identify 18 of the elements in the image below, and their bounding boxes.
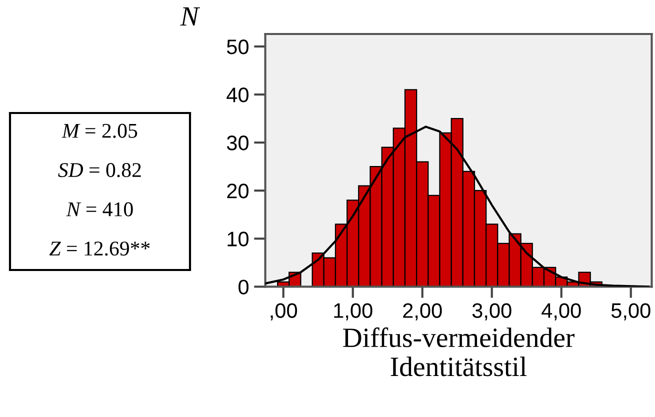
y-tick-label: 40 <box>226 88 248 102</box>
x-tick-label: 2,00 <box>403 303 442 320</box>
text: Z = 12.69** <box>49 242 150 256</box>
y-tick-label: 0 <box>238 280 248 294</box>
x-tick-label: 3,00 <box>472 303 512 320</box>
y-tick-label: 10 <box>228 232 248 246</box>
text: N = 410 <box>66 202 133 216</box>
x-tick-label: 4,00 <box>542 303 581 320</box>
text: M = 2.05 <box>62 124 138 138</box>
y-tick-label: 50 <box>226 39 248 54</box>
y-axis-title: N <box>180 7 200 26</box>
x-tick-label: ,00 <box>270 303 298 320</box>
x-tick-label: 5,00 <box>611 303 650 320</box>
y-tick-label: 20 <box>227 184 248 198</box>
y-tick-label: 30 <box>226 136 248 150</box>
x-axis-title: Diffus-vermeidender Identitätsstil <box>343 327 574 376</box>
text: SD = 0.82 <box>58 163 141 178</box>
x-tick-label: 1,00 <box>334 303 372 320</box>
